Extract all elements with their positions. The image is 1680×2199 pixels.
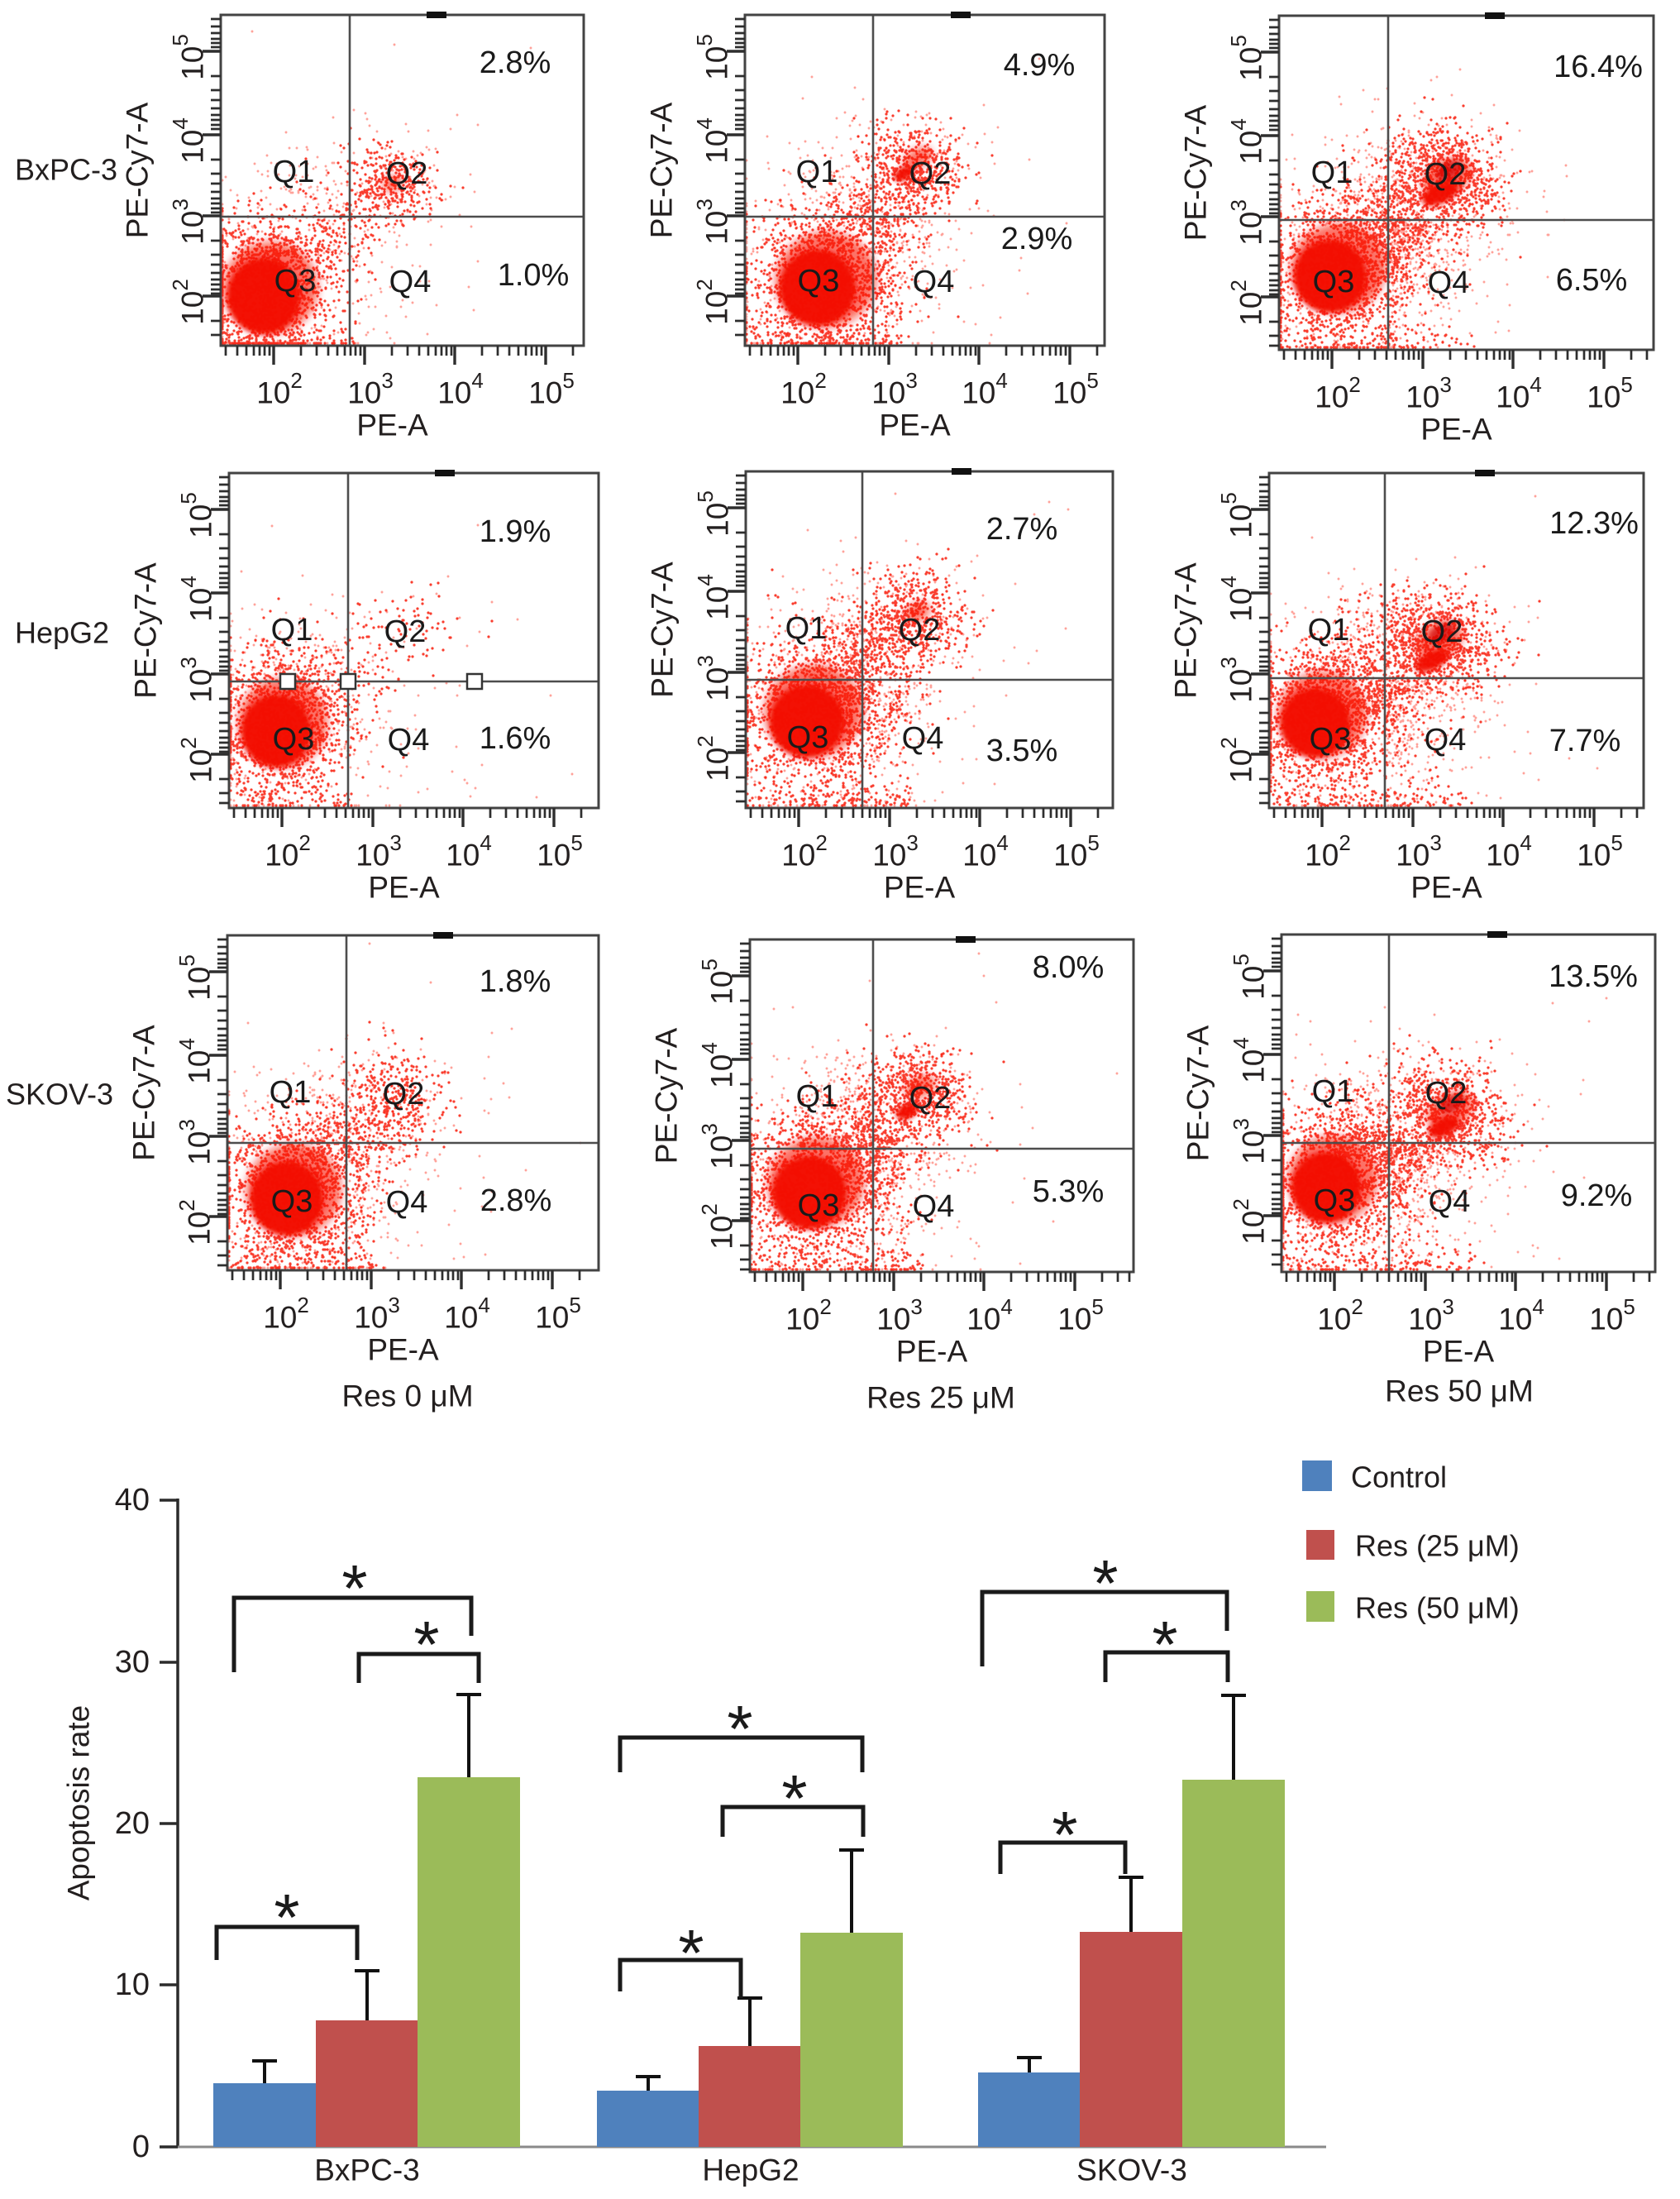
- svg-text:2.7%: 2.7%: [986, 512, 1058, 547]
- svg-text:30: 30: [115, 1645, 150, 1680]
- svg-text:Q1: Q1: [796, 155, 838, 189]
- svg-text:Q1: Q1: [796, 1079, 838, 1114]
- svg-text:*: *: [1052, 1798, 1077, 1872]
- svg-text:20: 20: [115, 1806, 150, 1841]
- svg-text:PE-A: PE-A: [896, 1335, 968, 1369]
- svg-text:Q1: Q1: [270, 1075, 312, 1110]
- svg-text:Res 25 μM: Res 25 μM: [866, 1381, 1015, 1415]
- svg-text:10: 10: [115, 1967, 150, 2002]
- svg-text:Q4: Q4: [902, 721, 944, 756]
- svg-text:PE-Cy7-A: PE-Cy7-A: [1169, 562, 1203, 699]
- svg-text:Q1: Q1: [273, 155, 315, 189]
- svg-text:Q3: Q3: [798, 264, 840, 299]
- svg-text:PE-Cy7-A: PE-Cy7-A: [129, 562, 163, 699]
- svg-text:*: *: [1152, 1608, 1177, 1681]
- svg-text:Q4: Q4: [388, 723, 430, 758]
- svg-text:PE-Cy7-A: PE-Cy7-A: [650, 1027, 684, 1164]
- svg-text:Q1: Q1: [785, 611, 828, 646]
- svg-text:0: 0: [132, 2130, 150, 2164]
- svg-text:Q2: Q2: [1425, 157, 1467, 192]
- svg-text:*: *: [727, 1692, 752, 1766]
- svg-text:*: *: [781, 1762, 807, 1835]
- svg-text:2.8%: 2.8%: [480, 1183, 552, 1218]
- svg-text:Apoptosis rate: Apoptosis rate: [62, 1705, 96, 1901]
- svg-text:Q2: Q2: [1425, 1076, 1468, 1111]
- svg-text:PE-Cy7-A: PE-Cy7-A: [1181, 1025, 1215, 1161]
- svg-text:6.5%: 6.5%: [1556, 263, 1628, 298]
- svg-text:5.3%: 5.3%: [1033, 1174, 1105, 1209]
- svg-text:Q2: Q2: [899, 613, 941, 648]
- svg-text:*: *: [678, 1916, 704, 1990]
- svg-text:Control: Control: [1351, 1460, 1447, 1494]
- svg-text:*: *: [341, 1551, 367, 1625]
- svg-text:HepG2: HepG2: [702, 2154, 799, 2187]
- svg-text:Q3: Q3: [798, 1188, 840, 1223]
- svg-text:*: *: [1092, 1546, 1118, 1620]
- svg-text:Q4: Q4: [913, 265, 955, 299]
- svg-text:Q2: Q2: [383, 1077, 425, 1111]
- svg-text:1.0%: 1.0%: [498, 258, 570, 293]
- svg-text:Q2: Q2: [909, 156, 952, 191]
- svg-text:Q3: Q3: [274, 264, 317, 299]
- svg-text:3.5%: 3.5%: [986, 734, 1058, 768]
- svg-text:BxPC-3: BxPC-3: [314, 2154, 419, 2187]
- svg-text:PE-Cy7-A: PE-Cy7-A: [645, 102, 679, 238]
- svg-text:Res 50 μM: Res 50 μM: [1385, 1374, 1534, 1408]
- svg-text:Q4: Q4: [1425, 723, 1467, 758]
- svg-text:Q2: Q2: [386, 156, 428, 191]
- svg-text:7.7%: 7.7%: [1549, 724, 1621, 758]
- svg-text:12.3%: 12.3%: [1549, 506, 1639, 541]
- svg-text:PE-Cy7-A: PE-Cy7-A: [646, 562, 680, 698]
- svg-text:Res 0 μM: Res 0 μM: [341, 1379, 473, 1413]
- svg-text:Q4: Q4: [1429, 1184, 1471, 1219]
- svg-text:PE-A: PE-A: [1420, 413, 1492, 447]
- svg-text:PE-A: PE-A: [356, 409, 428, 442]
- svg-text:Res (25 μM): Res (25 μM): [1355, 1529, 1520, 1563]
- svg-text:Q1: Q1: [1308, 613, 1350, 648]
- svg-text:16.4%: 16.4%: [1554, 50, 1643, 84]
- svg-text:Q3: Q3: [1310, 722, 1352, 757]
- svg-text:1.9%: 1.9%: [480, 514, 551, 549]
- svg-text:PE-A: PE-A: [1410, 871, 1482, 905]
- svg-text:Q2: Q2: [384, 614, 427, 649]
- svg-text:Q1: Q1: [1311, 155, 1353, 190]
- svg-text:1.8%: 1.8%: [480, 964, 551, 999]
- svg-text:2.9%: 2.9%: [1001, 222, 1073, 256]
- svg-text:SKOV-3: SKOV-3: [1076, 2154, 1187, 2187]
- svg-text:PE-A: PE-A: [879, 409, 951, 442]
- svg-text:Q4: Q4: [386, 1185, 428, 1220]
- svg-text:4.9%: 4.9%: [1004, 48, 1076, 83]
- svg-text:PE-Cy7-A: PE-Cy7-A: [121, 102, 155, 238]
- svg-text:8.0%: 8.0%: [1033, 950, 1105, 985]
- svg-text:13.5%: 13.5%: [1549, 959, 1638, 994]
- svg-text:PE-Cy7-A: PE-Cy7-A: [127, 1025, 161, 1161]
- svg-text:Q2: Q2: [909, 1081, 952, 1116]
- svg-text:Q3: Q3: [273, 722, 315, 757]
- svg-text:PE-A: PE-A: [884, 871, 956, 905]
- svg-text:Q3: Q3: [787, 720, 829, 755]
- svg-text:Q1: Q1: [271, 613, 313, 648]
- svg-text:Q4: Q4: [913, 1189, 955, 1224]
- svg-text:Q3: Q3: [271, 1184, 313, 1219]
- svg-text:PE-A: PE-A: [1423, 1335, 1495, 1369]
- svg-text:*: *: [274, 1881, 299, 1954]
- svg-text:PE-A: PE-A: [367, 1333, 439, 1367]
- svg-text:HepG2: HepG2: [15, 616, 109, 650]
- svg-text:Q2: Q2: [1421, 614, 1463, 649]
- svg-text:9.2%: 9.2%: [1561, 1178, 1633, 1213]
- svg-text:Q3: Q3: [1314, 1183, 1356, 1218]
- svg-text:SKOV-3: SKOV-3: [6, 1078, 113, 1111]
- svg-text:*: *: [413, 1608, 439, 1681]
- svg-text:40: 40: [115, 1483, 150, 1518]
- svg-text:PE-A: PE-A: [368, 871, 440, 905]
- svg-text:Res (50 μM): Res (50 μM): [1355, 1591, 1520, 1625]
- svg-text:PE-Cy7-A: PE-Cy7-A: [1179, 104, 1213, 241]
- svg-text:BxPC-3: BxPC-3: [15, 153, 117, 187]
- svg-text:1.6%: 1.6%: [480, 721, 551, 756]
- svg-text:Q4: Q4: [389, 265, 432, 299]
- svg-text:2.8%: 2.8%: [480, 45, 551, 80]
- svg-text:Q3: Q3: [1313, 265, 1355, 299]
- svg-text:Q4: Q4: [1428, 265, 1470, 300]
- svg-text:Q1: Q1: [1312, 1074, 1354, 1109]
